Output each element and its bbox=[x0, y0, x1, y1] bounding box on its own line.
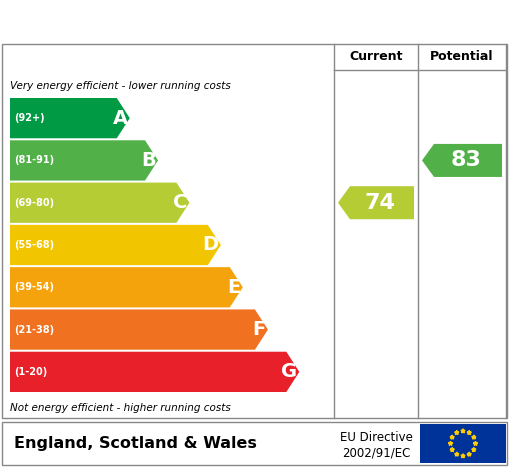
Polygon shape bbox=[472, 435, 476, 439]
Text: Very energy efficient - lower running costs: Very energy efficient - lower running co… bbox=[10, 81, 231, 91]
Text: England, Scotland & Wales: England, Scotland & Wales bbox=[14, 436, 257, 451]
Text: D: D bbox=[203, 235, 219, 255]
Polygon shape bbox=[338, 186, 414, 219]
Polygon shape bbox=[10, 352, 299, 392]
Text: (92+): (92+) bbox=[14, 113, 45, 123]
Polygon shape bbox=[461, 429, 465, 433]
Polygon shape bbox=[448, 441, 453, 446]
Text: Current: Current bbox=[349, 50, 403, 63]
Polygon shape bbox=[450, 435, 455, 439]
Text: C: C bbox=[173, 193, 187, 212]
Text: E: E bbox=[228, 278, 241, 297]
Polygon shape bbox=[450, 447, 455, 452]
Text: (69-80): (69-80) bbox=[14, 198, 54, 208]
Polygon shape bbox=[10, 140, 158, 181]
Text: Potential: Potential bbox=[430, 50, 494, 63]
Polygon shape bbox=[455, 452, 459, 456]
Bar bbox=[420, 424, 506, 463]
Polygon shape bbox=[467, 431, 471, 434]
Text: (81-91): (81-91) bbox=[14, 156, 54, 165]
Text: (39-54): (39-54) bbox=[14, 282, 54, 292]
Polygon shape bbox=[472, 447, 476, 452]
Polygon shape bbox=[422, 144, 502, 177]
Polygon shape bbox=[455, 431, 459, 434]
Polygon shape bbox=[473, 441, 477, 446]
Polygon shape bbox=[461, 454, 465, 458]
Text: (55-68): (55-68) bbox=[14, 240, 54, 250]
Text: Not energy efficient - higher running costs: Not energy efficient - higher running co… bbox=[10, 403, 231, 413]
Text: (1-20): (1-20) bbox=[14, 367, 47, 377]
Text: Energy Efficiency Rating: Energy Efficiency Rating bbox=[14, 9, 340, 33]
Polygon shape bbox=[467, 452, 471, 456]
Polygon shape bbox=[10, 267, 243, 307]
Polygon shape bbox=[10, 225, 221, 265]
Text: 74: 74 bbox=[364, 193, 395, 212]
Text: A: A bbox=[112, 109, 128, 127]
Text: EU Directive: EU Directive bbox=[340, 432, 412, 445]
Polygon shape bbox=[10, 310, 268, 350]
Text: F: F bbox=[252, 320, 266, 339]
Text: 2002/91/EC: 2002/91/EC bbox=[342, 446, 410, 460]
Polygon shape bbox=[10, 98, 130, 138]
Text: G: G bbox=[281, 362, 297, 382]
Polygon shape bbox=[10, 183, 189, 223]
Text: 83: 83 bbox=[450, 150, 482, 170]
Text: (21-38): (21-38) bbox=[14, 325, 54, 334]
Text: B: B bbox=[142, 151, 156, 170]
